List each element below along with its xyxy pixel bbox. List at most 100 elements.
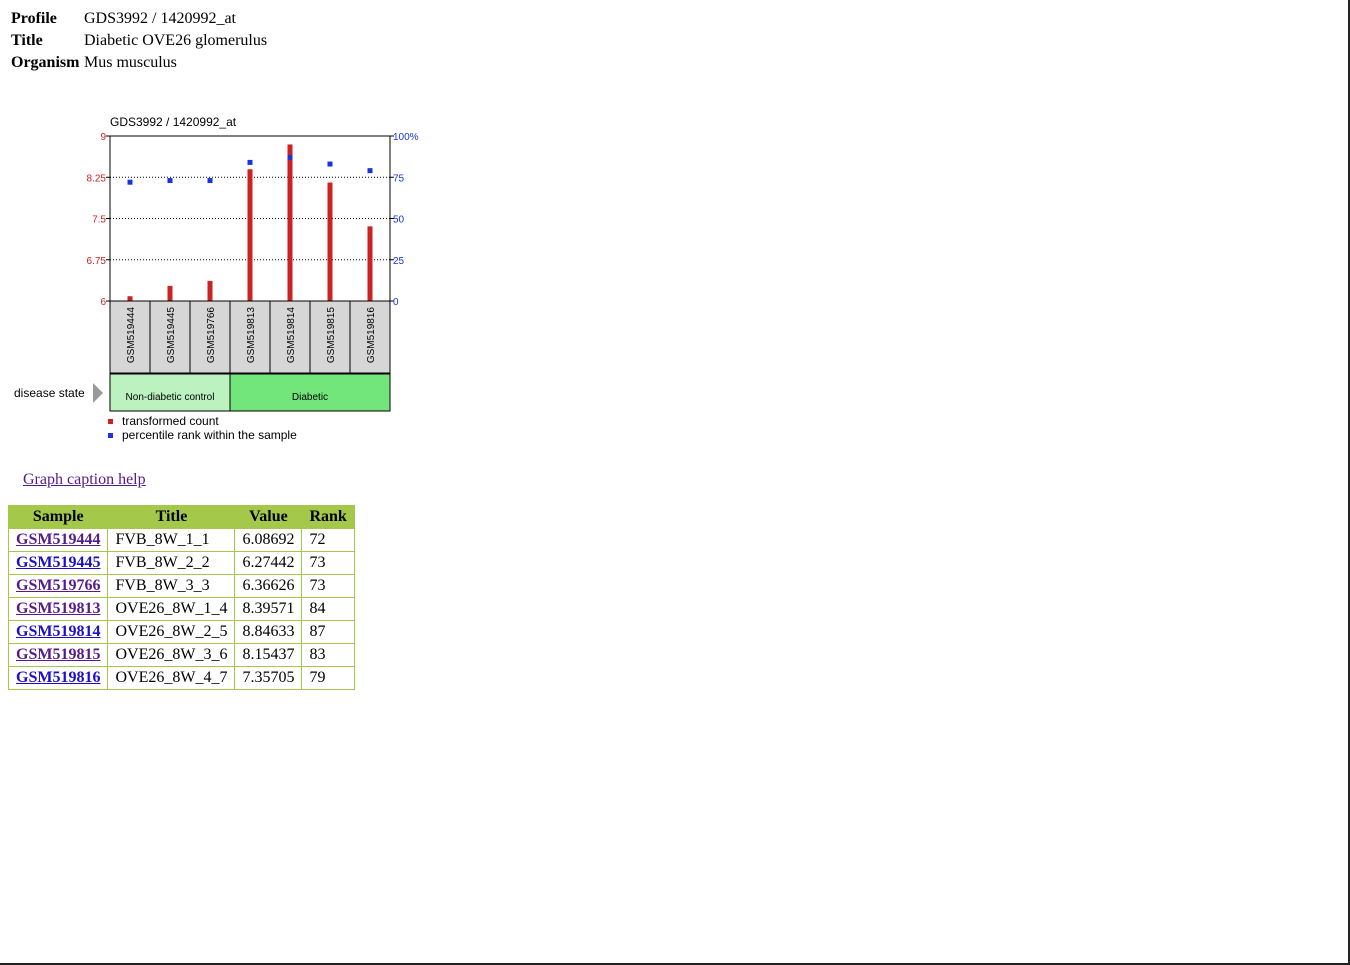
sample-cell: GSM519813: [7, 597, 109, 621]
sample-cell: GSM519445: [7, 551, 109, 575]
value-cell: 8.15437: [234, 643, 303, 667]
rank-cell: 84: [301, 597, 355, 621]
bar-transformed-count: [327, 182, 333, 301]
legend-swatch: [108, 419, 113, 424]
value-cell: 7.35705: [234, 666, 303, 690]
sample-link[interactable]: GSM519816: [16, 669, 101, 686]
rank-cell: 79: [301, 666, 355, 690]
left-axis-tick-label: 8.25: [87, 173, 107, 184]
table-row: GSM519813 OVE26_8W_1_4 8.39571 84: [7, 597, 355, 621]
organism-row: Organism Mus musculus: [11, 52, 267, 74]
group-label: Non-diabetic control: [126, 392, 215, 403]
group-box: [229, 373, 391, 412]
sample-link[interactable]: GSM519814: [16, 623, 101, 640]
sample-link[interactable]: GSM519813: [16, 600, 101, 617]
point-percentile-rank: [247, 159, 253, 165]
bar-transformed-count: [207, 280, 213, 301]
right-axis-tick-label: 75: [393, 173, 405, 184]
point-percentile-rank: [127, 179, 133, 185]
group-axis-label: disease state: [14, 386, 85, 400]
title-cell: OVE26_8W_1_4: [107, 597, 236, 621]
title-label: Title: [11, 32, 43, 49]
bar-transformed-count: [127, 296, 133, 301]
point-percentile-rank: [327, 161, 333, 167]
bar-transformed-count: [247, 169, 253, 301]
value-cell: 6.27442: [234, 551, 303, 575]
point-percentile-rank: [207, 178, 213, 184]
table-row: GSM519445 FVB_8W_2_2 6.27442 73: [7, 551, 355, 575]
left-axis-tick-label: 6.75: [87, 256, 107, 267]
title-cell: FVB_8W_3_3: [107, 574, 236, 598]
value-cell: 6.36626: [234, 574, 303, 598]
chart-title: GDS3992 / 1420992_at: [110, 115, 237, 129]
chart-svg: GDS3992 / 1420992_at 9 8.25 7.5 6.75 6 100% 75 5…: [14, 115, 419, 442]
table-row: GSM519814 OVE26_8W_2_5 8.84633 87: [7, 620, 355, 644]
left-axis-tick-label: 9: [100, 132, 106, 143]
group-box: [109, 373, 231, 412]
title-cell: OVE26_8W_4_7: [107, 666, 236, 690]
legend-swatch: [108, 433, 113, 438]
sample-link[interactable]: GSM519445: [16, 554, 101, 571]
graph-caption-help-link[interactable]: Graph caption help: [23, 471, 146, 488]
sample-label-box: [349, 300, 391, 374]
sample-cell: GSM519816: [7, 666, 109, 690]
sample-label-box: [189, 300, 231, 374]
title-cell: FVB_8W_1_1: [107, 528, 236, 552]
sample-cell: GSM519814: [7, 620, 109, 644]
table-header-row: Sample Title Value Rank: [7, 505, 355, 529]
left-axis-tick-label: 6: [100, 297, 106, 308]
value-cell: 8.39571: [234, 597, 303, 621]
profile-row: Profile GDS3992 / 1420992_at: [11, 8, 267, 30]
bar-transformed-count: [287, 144, 293, 301]
rank-cell: 72: [301, 528, 355, 552]
expression-chart: GDS3992 / 1420992_at 9 8.25 7.5 6.75 6 100% 75 5…: [0, 108, 440, 453]
title-row: Title Diabetic OVE26 glomerulus: [11, 30, 267, 52]
rank-cell: 83: [301, 643, 355, 667]
sample-cell: GSM519766: [7, 574, 109, 598]
title-cell: OVE26_8W_3_6: [107, 643, 236, 667]
left-axis-tick-label: 7.5: [92, 215, 106, 226]
right-axis-tick-label: 50: [393, 215, 405, 226]
right-axis-tick-label: 100%: [393, 132, 419, 143]
title-value: Diabetic OVE26 glomerulus: [84, 32, 268, 49]
rank-cell: 87: [301, 620, 355, 644]
sample-tick-label: GSM519816: [366, 307, 377, 364]
value-cell: 8.84633: [234, 620, 303, 644]
table-row: GSM519766 FVB_8W_3_3 6.36626 73: [7, 574, 355, 598]
rank-cell: 73: [301, 574, 355, 598]
sample-link[interactable]: GSM519444: [16, 531, 101, 548]
header-title: Title: [107, 505, 236, 529]
point-percentile-rank: [167, 178, 173, 184]
rank-cell: 73: [301, 551, 355, 575]
sample-label-box: [229, 300, 271, 374]
sample-tick-label: GSM519815: [326, 307, 337, 364]
sample-tick-label: GSM519813: [246, 307, 257, 364]
profile-info: Profile GDS3992 / 1420992_at Title Diabeti…: [11, 8, 267, 74]
table-row: GSM519444 FVB_8W_1_1 6.08692 72: [7, 528, 355, 552]
bar-transformed-count: [167, 285, 173, 301]
sample-link[interactable]: GSM519815: [16, 646, 101, 663]
legend-label: percentile rank within the sample: [122, 428, 297, 442]
sample-tick-label: GSM519444: [126, 307, 137, 364]
sample-label-box: [109, 300, 151, 374]
legend-label: transformed count: [122, 414, 219, 428]
sample-tick-label: GSM519766: [206, 307, 217, 364]
sample-label-box: [269, 300, 311, 374]
sample-link[interactable]: GSM519766: [16, 577, 101, 594]
sample-cell: GSM519444: [7, 528, 109, 552]
point-percentile-rank: [367, 168, 373, 174]
group-arrow-icon: [93, 383, 103, 403]
right-axis-tick-label: 0: [393, 297, 399, 308]
bar-transformed-count: [367, 226, 373, 301]
samples-table: Sample Title Value Rank GSM519444 FVB_8W…: [7, 505, 355, 690]
title-cell: FVB_8W_2_2: [107, 551, 236, 575]
header-rank: Rank: [301, 505, 355, 529]
sample-cell: GSM519815: [7, 643, 109, 667]
organism-label: Organism: [11, 54, 80, 71]
group-label: Diabetic: [292, 392, 328, 403]
header-sample: Sample: [7, 505, 109, 529]
header-value: Value: [234, 505, 303, 529]
point-percentile-rank: [287, 154, 293, 160]
profile-value: GDS3992 / 1420992_at: [84, 10, 236, 27]
sample-label-box: [309, 300, 351, 374]
